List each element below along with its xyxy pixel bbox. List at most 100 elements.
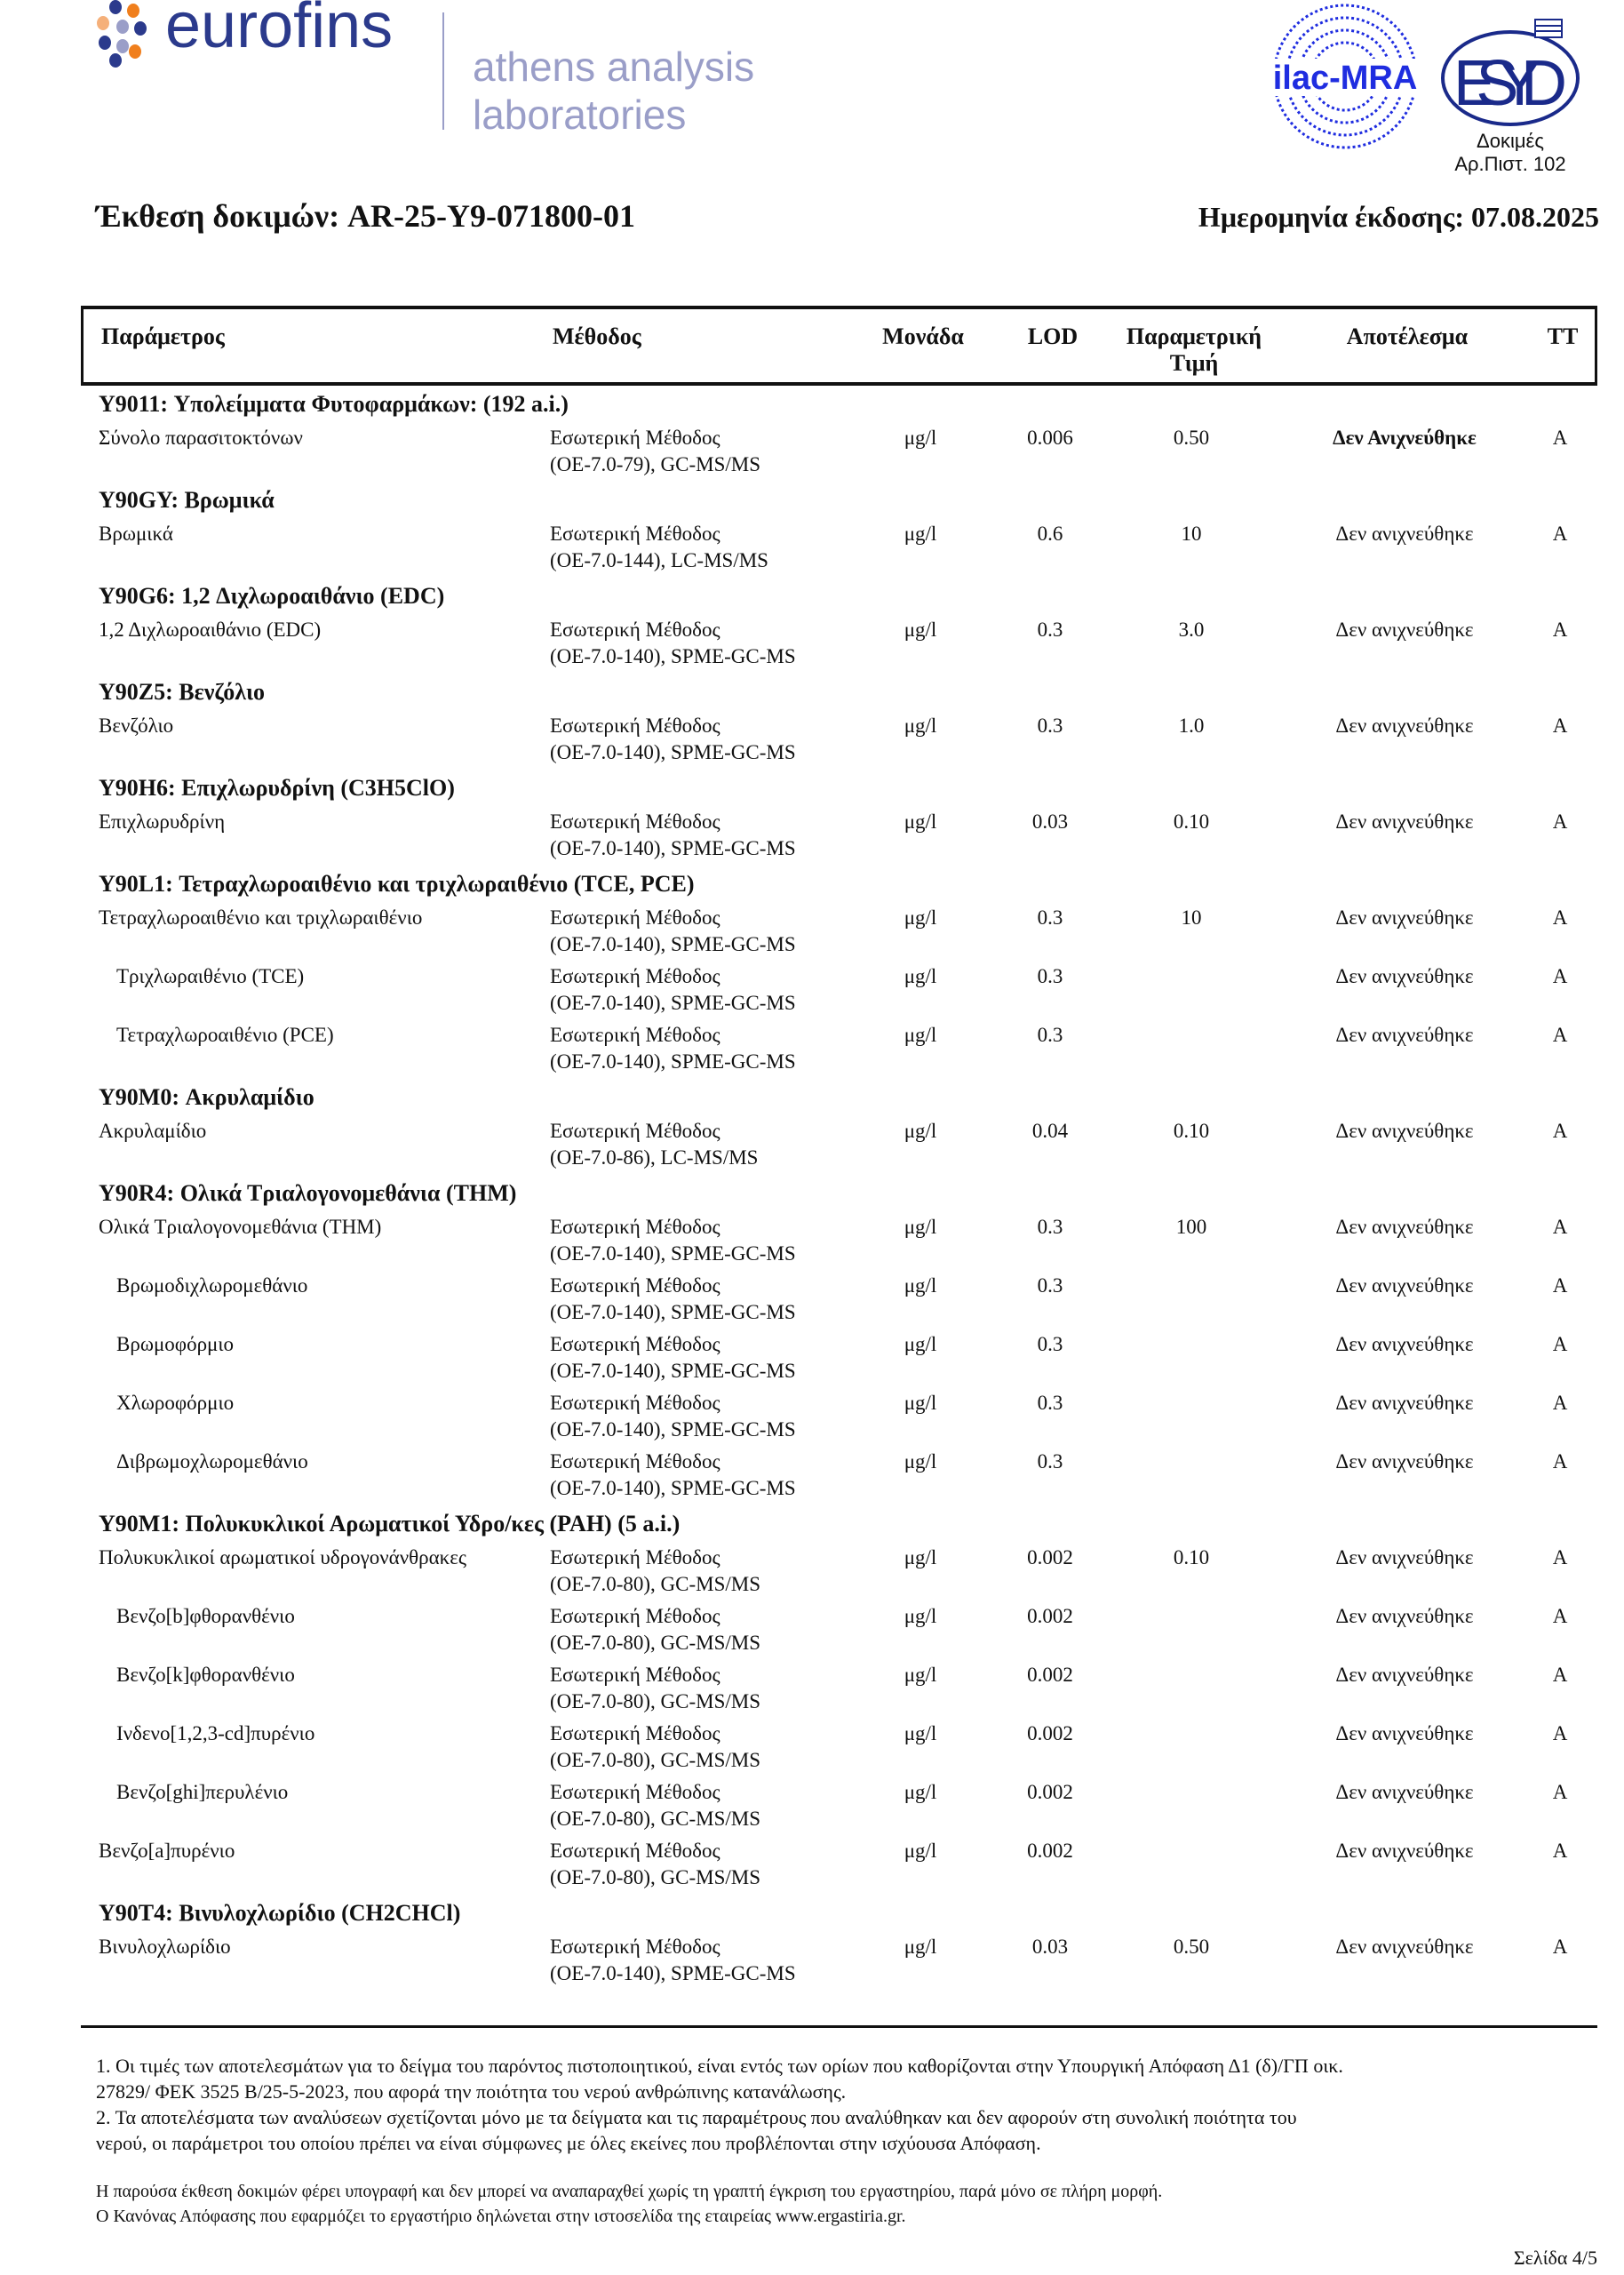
method-cell: Εσωτερική Μέθοδος (ΟΕ-7.0-140), SPME-GC-M… xyxy=(550,617,796,670)
parameter-cell: Βενζο[ghi]περυλένιο xyxy=(116,1781,289,1803)
unit-cell: μg/l xyxy=(904,427,937,449)
tt-cell: A xyxy=(1552,1120,1568,1142)
lod-cell: 0.04 xyxy=(1031,1120,1069,1142)
parametric-value-cell: 1.0 xyxy=(1178,714,1205,737)
svg-text:ESYD: ESYD xyxy=(1453,48,1567,119)
parametric-value-cell: 0.10 xyxy=(1173,1546,1210,1569)
table-row: Βρωμικά Εσωτερική Μέθοδος (ΟΕ-7.0-144), LC… xyxy=(81,519,1597,578)
parameter-cell: Τετραχλωροαιθένιο και τριχλωραιθένιο xyxy=(99,906,423,929)
table-row: Χλωροφόρμιο Εσωτερική Μέθοδος (ΟΕ-7.0-140)… xyxy=(81,1388,1597,1447)
method-line1: Εσωτερική Μέθοδος xyxy=(550,1546,720,1569)
unit-cell: μg/l xyxy=(904,523,937,545)
result-cell: Δεν ανιχνεύθηκε xyxy=(1335,523,1474,545)
table-row: Βενζο[a]πυρένιο Εσωτερική Μέθοδος (ΟΕ-7.0-… xyxy=(81,1836,1597,1895)
issue-date: Ημερομηνία έκδοσης: 07.08.2025 xyxy=(1198,201,1599,233)
group-heading: Y90Z5: Βενζόλιο xyxy=(99,679,266,705)
accreditation-label: Δοκιμές xyxy=(1477,130,1544,152)
method-cell: Εσωτερική Μέθοδος (ΟΕ-7.0-80), GC-MS/MS xyxy=(550,1720,760,1774)
result-cell: Δεν ανιχνεύθηκε xyxy=(1335,1605,1474,1627)
col-tt: ΤΤ xyxy=(1547,323,1579,349)
lod-cell: 0.3 xyxy=(1037,965,1063,987)
method-line2: (ΟΕ-7.0-140), SPME-GC-MS xyxy=(550,933,796,955)
method-line1: Εσωτερική Μέθοδος xyxy=(550,1664,720,1686)
lod-cell: 0.03 xyxy=(1031,810,1069,833)
parameter-cell: 1,2 Διχλωροαιθάνιο (EDC) xyxy=(99,619,322,641)
parameter-cell: Ινδενο[1,2,3-cd]πυρένιο xyxy=(116,1722,315,1744)
table-row: Επιχλωρυδρίνη Εσωτερική Μέθοδος (ΟΕ-7.0-14… xyxy=(81,807,1597,866)
result-cell: Δεν ανιχνεύθηκε xyxy=(1335,714,1474,737)
lod-cell: 0.002 xyxy=(1027,1664,1073,1686)
method-line2: (ΟΕ-7.0-140), SPME-GC-MS xyxy=(550,741,796,763)
group-heading: Y90T4: Βινυλοχλωρίδιο (CH2CHCl) xyxy=(99,1900,461,1926)
result-cell: Δεν ανιχνεύθηκε xyxy=(1335,1392,1474,1414)
group-heading: Y9011: Υπολείμματα Φυτοφαρμάκων: (192 a.… xyxy=(99,391,569,417)
col-parametric-value-line2: Τιμή xyxy=(1169,350,1219,376)
result-cell: Δεν ανιχνεύθηκε xyxy=(1335,1024,1474,1046)
method-line1: Εσωτερική Μέθοδος xyxy=(550,427,720,449)
method-cell: Εσωτερική Μέθοδος (ΟΕ-7.0-79), GC-MS/MS xyxy=(550,425,760,478)
lod-cell: 0.006 xyxy=(1027,427,1073,449)
lod-cell: 0.002 xyxy=(1027,1781,1073,1803)
parametric-value-cell: 0.10 xyxy=(1173,810,1210,833)
page-number: Σελίδα 4/5 xyxy=(1513,2247,1597,2269)
method-line2: (ΟΕ-7.0-80), GC-MS/MS xyxy=(550,1573,761,1595)
lod-cell: 0.3 xyxy=(1037,1392,1063,1414)
method-line1: Εσωτερική Μέθοδος xyxy=(550,1450,720,1473)
table-row: Βενζο[k]φθορανθένιο Εσωτερική Μέθοδος (ΟΕ-… xyxy=(81,1660,1597,1719)
lod-cell: 0.3 xyxy=(1037,906,1063,929)
result-cell: Δεν ανιχνεύθηκε xyxy=(1335,1216,1474,1238)
lod-cell: 0.002 xyxy=(1027,1840,1073,1862)
method-cell: Εσωτερική Μέθοδος (ΟΕ-7.0-140), SPME-GC-M… xyxy=(550,1022,796,1075)
result-cell: Δεν ανιχνεύθηκε xyxy=(1335,1722,1474,1744)
method-line2: (ΟΕ-7.0-86), LC-MS/MS xyxy=(550,1146,759,1169)
method-line2: (ΟΕ-7.0-140), SPME-GC-MS xyxy=(550,1050,796,1073)
method-line2: (ΟΕ-7.0-140), SPME-GC-MS xyxy=(550,1418,796,1441)
method-line1: Εσωτερική Μέθοδος xyxy=(550,810,720,833)
method-line2: (ΟΕ-7.0-80), GC-MS/MS xyxy=(550,1866,761,1888)
col-lod: LOD xyxy=(1027,323,1079,349)
footnote-2-line2: νερού, οι παράμετροι του οποίου πρέπει ν… xyxy=(96,2132,1041,2154)
method-line1: Εσωτερική Μέθοδος xyxy=(550,714,720,737)
parameter-cell: Βενζο[k]φθορανθένιο xyxy=(116,1664,295,1686)
tt-cell: A xyxy=(1552,1274,1568,1297)
method-line1: Εσωτερική Μέθοδος xyxy=(550,1722,720,1744)
table-row: Πολυκυκλικοί αρωματικοί υδρογονάνθρακες Ε… xyxy=(81,1543,1597,1601)
method-line2: (ΟΕ-7.0-140), SPME-GC-MS xyxy=(550,1962,796,1984)
tt-cell: A xyxy=(1552,619,1568,641)
parameter-cell: Βρωμικά xyxy=(99,523,173,545)
tt-cell: A xyxy=(1552,1936,1568,1958)
table-row: Ακρυλαμίδιο Εσωτερική Μέθοδος (ΟΕ-7.0-86),… xyxy=(81,1116,1597,1175)
group-heading: Y90R4: Ολικά Τριαλογονομεθάνια (THM) xyxy=(99,1180,517,1206)
col-parametric-value-line1: Παραμετρική xyxy=(1126,323,1262,349)
parametric-value-cell: 0.50 xyxy=(1173,1936,1210,1958)
method-line1: Εσωτερική Μέθοδος xyxy=(550,523,720,545)
method-line1: Εσωτερική Μέθοδος xyxy=(550,1120,720,1142)
method-cell: Εσωτερική Μέθοδος (ΟΕ-7.0-140), SPME-GC-M… xyxy=(550,1331,796,1385)
method-line2: (ΟΕ-7.0-144), LC-MS/MS xyxy=(550,549,768,571)
group-heading: Y90G6: 1,2 Διχλωροαιθάνιο (EDC) xyxy=(99,583,445,609)
parameter-cell: Σύνολο παρασιτοκτόνων xyxy=(99,427,303,449)
method-cell: Εσωτερική Μέθοδος (ΟΕ-7.0-140), SPME-GC-M… xyxy=(550,1449,796,1502)
method-cell: Εσωτερική Μέθοδος (ΟΕ-7.0-140), SPME-GC-M… xyxy=(550,1214,796,1267)
parameter-cell: Βρωμοδιχλωρομεθάνιο xyxy=(116,1274,308,1297)
parameter-cell: Επιχλωρυδρίνη xyxy=(99,810,226,833)
tt-cell: A xyxy=(1552,1216,1568,1238)
parameter-cell: Βενζόλιο xyxy=(99,714,174,737)
method-line2: (ΟΕ-7.0-140), SPME-GC-MS xyxy=(550,645,796,667)
method-cell: Εσωτερική Μέθοδος (ΟΕ-7.0-80), GC-MS/MS xyxy=(550,1662,760,1715)
tt-cell: A xyxy=(1552,523,1568,545)
lod-cell: 0.03 xyxy=(1031,1936,1069,1958)
method-cell: Εσωτερική Μέθοδος (ΟΕ-7.0-140), SPME-GC-M… xyxy=(550,1390,796,1443)
tt-cell: A xyxy=(1552,1392,1568,1414)
tt-cell: A xyxy=(1552,1024,1568,1046)
parametric-value-cell: 0.50 xyxy=(1173,427,1210,449)
legal-note-1: Η παρούσα έκθεση δοκιμών φέρει υπογραφή … xyxy=(96,2182,1163,2201)
method-cell: Εσωτερική Μέθοδος (ΟΕ-7.0-86), LC-MS/MS xyxy=(550,1118,758,1171)
method-line2: (ΟΕ-7.0-80), GC-MS/MS xyxy=(550,1749,761,1771)
parameter-cell: Βενζο[b]φθορανθένιο xyxy=(116,1605,295,1627)
method-line1: Εσωτερική Μέθοδος xyxy=(550,1936,720,1958)
method-line1: Εσωτερική Μέθοδος xyxy=(550,1392,720,1414)
method-cell: Εσωτερική Μέθοδος (ΟΕ-7.0-80), GC-MS/MS xyxy=(550,1779,760,1832)
lod-cell: 0.6 xyxy=(1037,523,1063,545)
parameter-cell: Τετραχλωροαιθένιο (PCE) xyxy=(116,1024,334,1046)
